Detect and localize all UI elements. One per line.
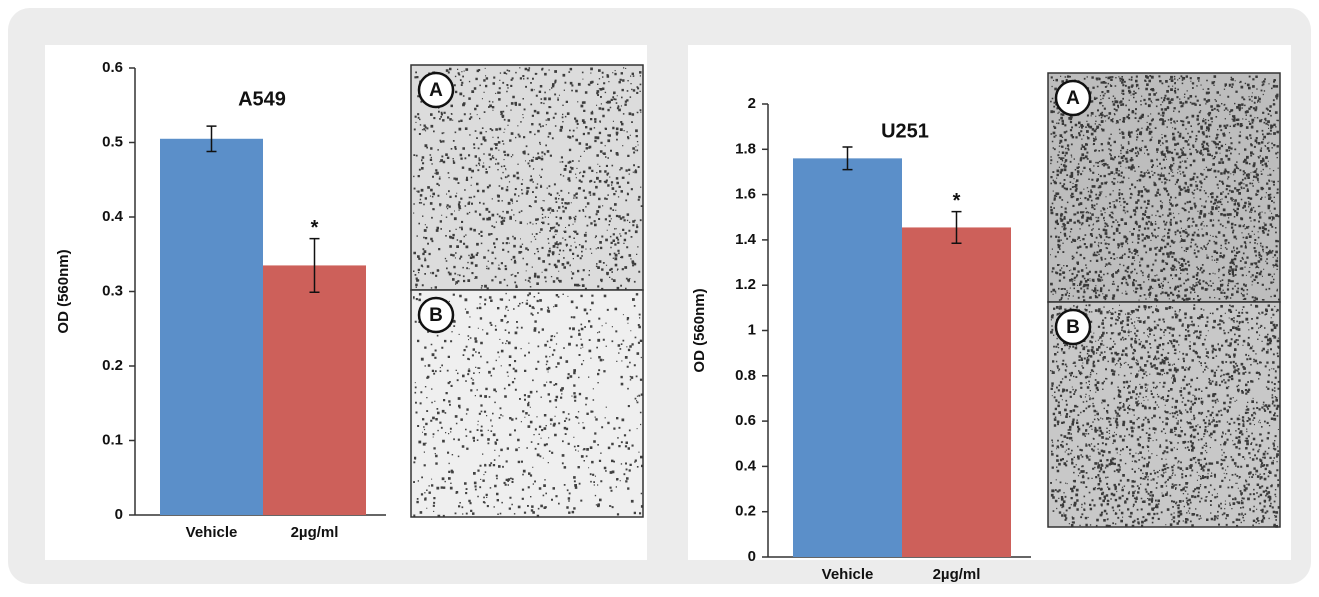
- annotation: *: [311, 217, 319, 239]
- panel-label: B: [1066, 317, 1080, 338]
- x-tick-label: 2µg/ml: [933, 566, 981, 583]
- y-axis-label: OD (560nm): [55, 249, 72, 333]
- micrograph: [1047, 301, 1281, 528]
- y-tick-label: 0.6: [735, 412, 756, 429]
- micrograph-border: [410, 289, 644, 518]
- chart-title: A549: [238, 88, 286, 110]
- error-bar: [951, 210, 962, 245]
- y-tick-label: 2: [748, 95, 756, 112]
- panel-label: A: [429, 80, 443, 101]
- panel-badge: [1054, 308, 1092, 346]
- y-tick-label: 0.4: [735, 457, 757, 474]
- bar: [902, 227, 1011, 557]
- panel-label: A: [1066, 88, 1080, 109]
- x-tick-label: Vehicle: [822, 566, 874, 583]
- y-tick-label: 0.8: [735, 367, 756, 384]
- panel-label: B: [429, 305, 443, 326]
- bar: [793, 158, 902, 558]
- micrograph-bg: [1048, 302, 1280, 527]
- y-tick-label: 0.4: [102, 208, 124, 225]
- panel-badge: [417, 71, 455, 109]
- cells: [413, 292, 644, 518]
- x-tick-label: 2µg/ml: [291, 524, 339, 541]
- y-tick-label: 1: [748, 321, 756, 338]
- panel-badge: [417, 296, 455, 334]
- y-tick-label: 0: [115, 506, 123, 523]
- y-tick-label: 0.5: [102, 133, 123, 150]
- micrograph: [410, 64, 644, 291]
- y-tick-label: 0.2: [102, 357, 123, 374]
- y-tick-label: 0: [748, 548, 756, 565]
- y-tick-label: 1.4: [735, 231, 757, 248]
- micrograph: [410, 289, 644, 518]
- y-tick-label: 0.3: [102, 282, 123, 299]
- y-axis-label: OD (560nm): [691, 288, 708, 372]
- error-bar: [842, 146, 853, 171]
- y-tick-label: 0.1: [102, 431, 123, 448]
- y-tick-label: 0.2: [735, 503, 756, 520]
- micrograph: [1047, 72, 1281, 303]
- bar: [263, 265, 366, 515]
- error-bar: [309, 237, 320, 293]
- x-tick-label: Vehicle: [186, 524, 238, 541]
- cells: [1050, 304, 1281, 528]
- cells: [413, 67, 643, 291]
- bar: [160, 138, 263, 515]
- cells: [1050, 75, 1280, 303]
- error-bar: [206, 125, 217, 153]
- chart-title: U251: [881, 120, 929, 142]
- y-tick-label: 1.2: [735, 276, 756, 293]
- y-tick-label: 1.6: [735, 186, 756, 203]
- y-tick-label: 0.6: [102, 59, 123, 76]
- annotation: *: [953, 190, 961, 212]
- micrograph-border: [1047, 301, 1281, 528]
- y-tick-label: 1.8: [735, 140, 756, 157]
- panel-badge: [1054, 79, 1092, 117]
